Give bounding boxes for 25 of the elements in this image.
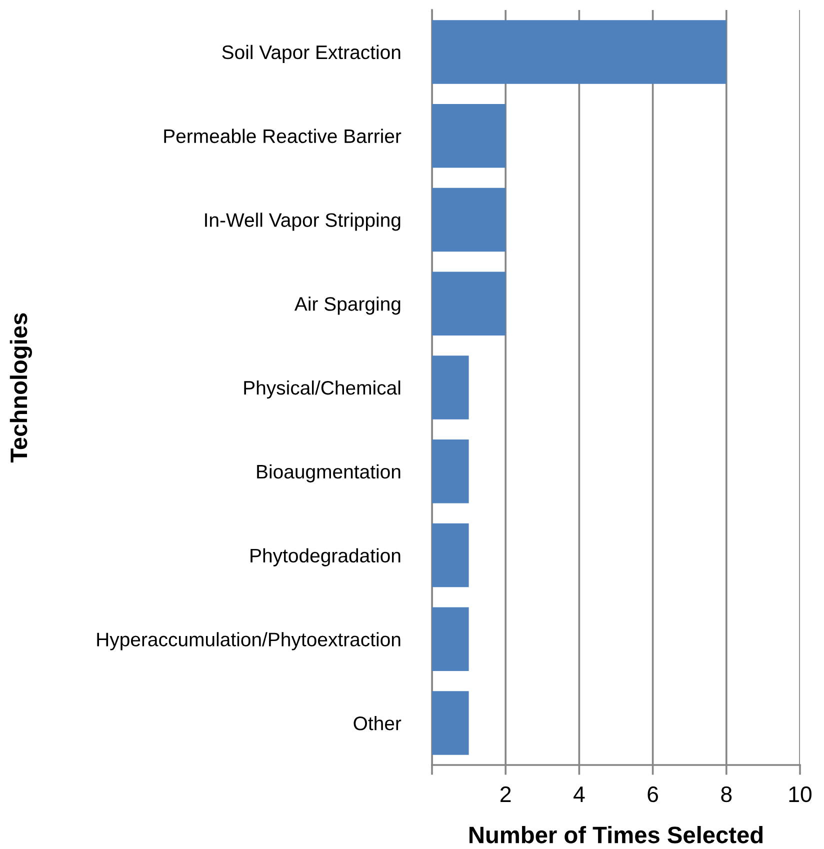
bar [432, 356, 469, 420]
y-tick-label: Other [354, 716, 402, 730]
bar [432, 20, 726, 84]
x-tick-label: 10 [789, 786, 812, 802]
bar [432, 272, 506, 336]
bar [432, 691, 469, 755]
y-tick-label: Bioaugmentation [257, 464, 400, 482]
x-tick-label: 6 [648, 786, 658, 802]
x-axis-title: Number of Times Selected [470, 826, 763, 844]
y-tick-label: Soil Vapor Extraction [222, 44, 400, 64]
bar [432, 523, 469, 588]
bar [432, 607, 469, 672]
y-tick-label: Hyperaccumulation/Phytoextraction [97, 632, 400, 650]
bar [432, 104, 506, 168]
bar [432, 440, 469, 504]
y-tick-label: In-Well Vapor Stripping [205, 212, 400, 231]
x-tick-label: 4 [574, 786, 585, 802]
y-axis-title: Technologies [10, 313, 32, 462]
x-tick-label: 8 [721, 786, 732, 802]
y-tick-label: Physical/Chemical [244, 380, 400, 399]
y-tick-label: Phytodegradation [250, 548, 400, 566]
y-tick-label: Air Sparging [294, 296, 400, 315]
bar [432, 188, 506, 252]
x-tick-label: 2 [500, 786, 511, 802]
y-tick-label: Permeable Reactive Barrier [164, 128, 402, 144]
